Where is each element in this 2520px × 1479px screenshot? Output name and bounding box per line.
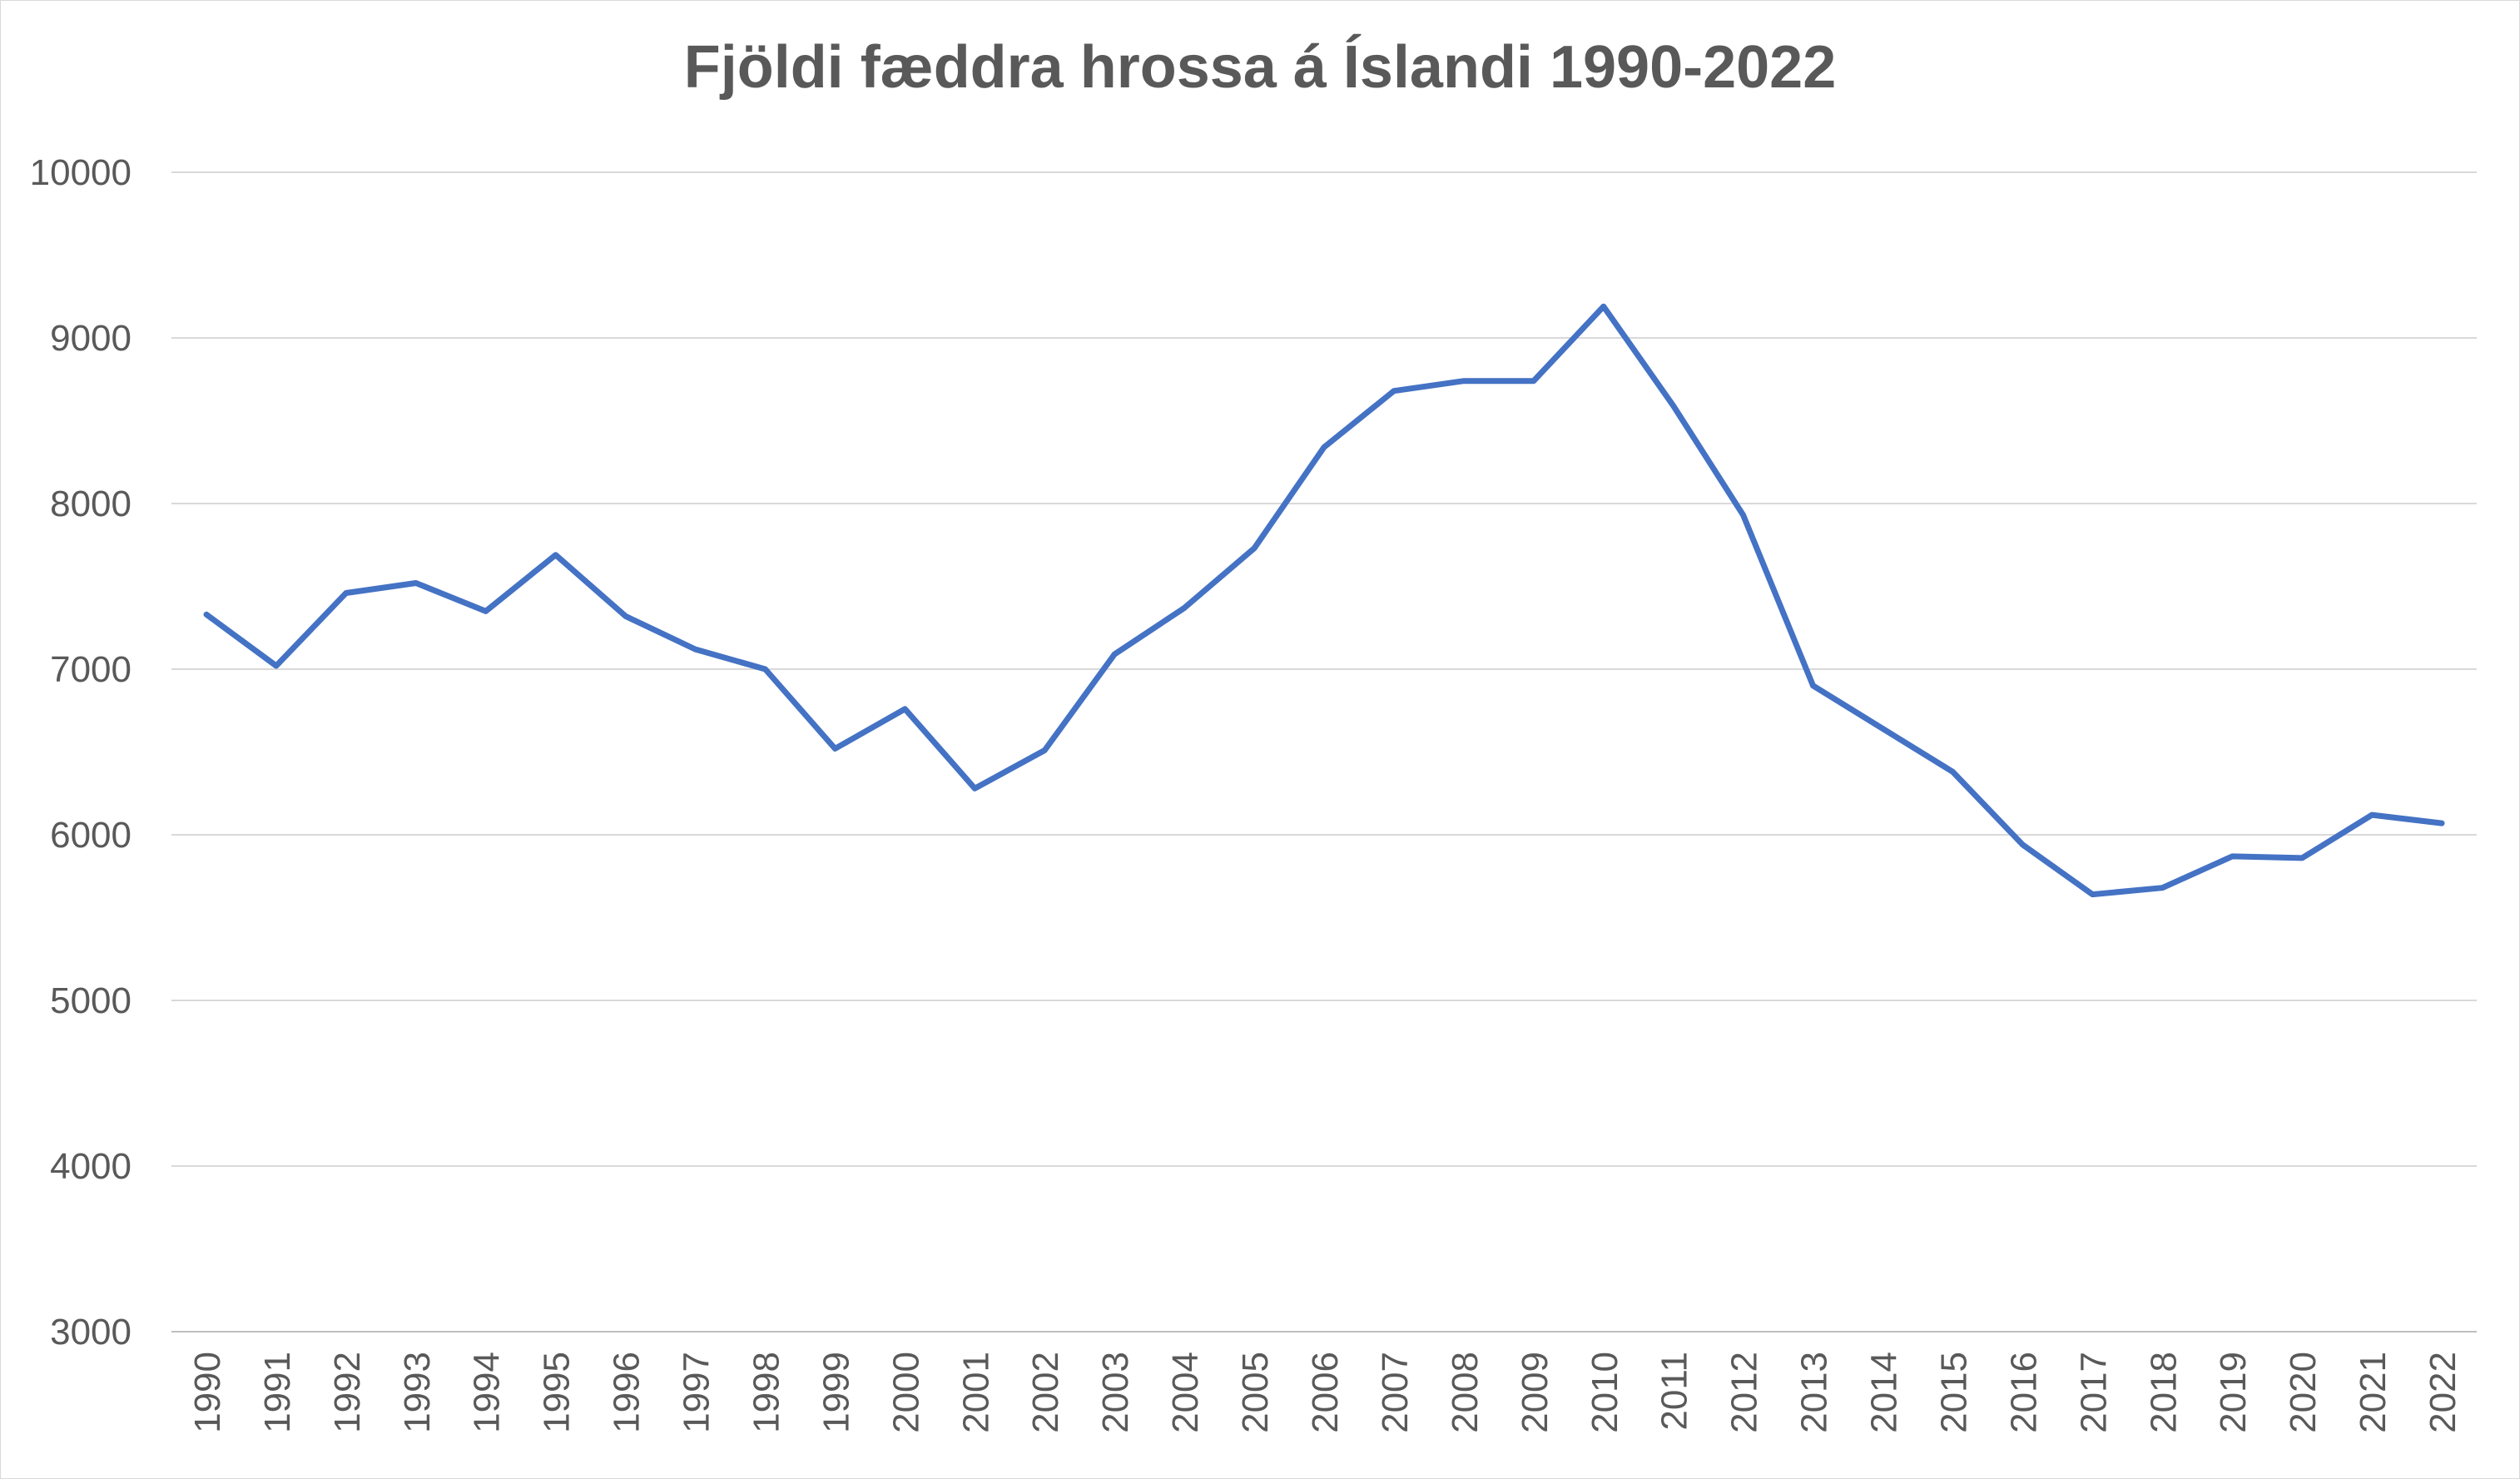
data-point [2439, 821, 2445, 826]
x-tick-label: 2014 [1864, 1352, 1905, 1433]
data-point [692, 647, 698, 653]
x-tick-label: 2016 [2003, 1352, 2044, 1433]
data-point [2369, 812, 2375, 818]
y-tick-label: 3000 [50, 1312, 131, 1352]
data-point [1810, 682, 1816, 688]
gridlines [171, 171, 2477, 1333]
y-tick-label: 9000 [50, 318, 131, 359]
y-tick-label: 7000 [50, 649, 131, 690]
x-tick-label: 2003 [1095, 1352, 1136, 1433]
data-point [1182, 605, 1188, 611]
x-axis-tick-labels: 1990 1991 1992 1993 1994 1995 1996 1997 1998 1999… [187, 1352, 2463, 1433]
data-point [2160, 885, 2165, 891]
data-point [1600, 304, 1606, 310]
x-tick-label: 1991 [257, 1352, 298, 1433]
data-point [2230, 853, 2235, 859]
x-tick-label: 2002 [1025, 1352, 1066, 1433]
x-tick-label: 2008 [1445, 1352, 1486, 1433]
x-tick-label: 2021 [2353, 1352, 2394, 1433]
data-point [1042, 747, 1048, 753]
data-point [413, 580, 419, 586]
x-tick-label: 2001 [955, 1352, 996, 1433]
data-point [203, 612, 209, 618]
series-layer [203, 303, 2445, 898]
data-point [273, 663, 279, 669]
data-point [1461, 378, 1466, 384]
data-point [553, 552, 558, 558]
data-point [1530, 378, 1536, 384]
data-point [1252, 545, 1258, 551]
x-tick-label: 1996 [607, 1352, 647, 1433]
data-point [762, 667, 768, 672]
data-point [623, 613, 628, 619]
y-tick-label: 6000 [50, 815, 131, 856]
x-tick-label: 2004 [1165, 1352, 1206, 1433]
x-tick-label: 2022 [2423, 1352, 2463, 1433]
x-tick-label: 1994 [467, 1352, 508, 1433]
x-tick-label: 1990 [187, 1352, 228, 1433]
data-point [1670, 403, 1676, 409]
x-tick-label: 2005 [1235, 1352, 1276, 1433]
y-tick-label: 4000 [50, 1146, 131, 1187]
data-point [1740, 512, 1746, 518]
data-point [1391, 388, 1396, 394]
data-point [2090, 891, 2096, 897]
data-point [2299, 855, 2305, 861]
x-tick-label: 2020 [2283, 1352, 2324, 1433]
x-tick-label: 2011 [1654, 1352, 1695, 1431]
data-point [1880, 726, 1886, 732]
x-tick-label: 2007 [1375, 1352, 1416, 1433]
x-tick-label: 2019 [2213, 1352, 2254, 1433]
series-line [203, 303, 2445, 898]
x-tick-label: 2017 [2073, 1352, 2114, 1433]
data-point [343, 590, 349, 596]
y-tick-label: 10000 [30, 152, 131, 193]
x-tick-label: 2018 [2143, 1352, 2184, 1433]
data-point [1112, 652, 1118, 658]
data-point [902, 706, 908, 712]
x-tick-label: 2012 [1724, 1352, 1765, 1433]
x-tick-label: 1998 [746, 1352, 786, 1433]
data-point [1322, 444, 1327, 450]
y-tick-label: 5000 [50, 980, 131, 1021]
x-tick-label: 2010 [1585, 1352, 1625, 1433]
x-tick-label: 2013 [1794, 1352, 1835, 1433]
data-point [832, 746, 838, 752]
x-tick-label: 1992 [327, 1352, 368, 1433]
y-tick-label: 8000 [50, 484, 131, 524]
x-tick-label: 2009 [1515, 1352, 1555, 1433]
data-point [483, 608, 489, 614]
x-tick-label: 1997 [677, 1352, 717, 1433]
x-tick-label: 2015 [1933, 1352, 1974, 1433]
y-axis-tick-labels: 3000 4000 5000 6000 7000 8000 9000 10000 [30, 152, 131, 1352]
x-tick-label: 1999 [816, 1352, 856, 1433]
x-tick-label: 2000 [885, 1352, 926, 1433]
x-tick-label: 1993 [397, 1352, 438, 1433]
data-point [972, 786, 978, 792]
x-tick-label: 2006 [1305, 1352, 1346, 1433]
data-point [1950, 769, 1956, 775]
chart-title: Fjöldi fæddra hrossa á Íslandi 1990-2022 [683, 34, 1837, 101]
data-point [2020, 841, 2026, 847]
x-tick-label: 1995 [537, 1352, 578, 1433]
